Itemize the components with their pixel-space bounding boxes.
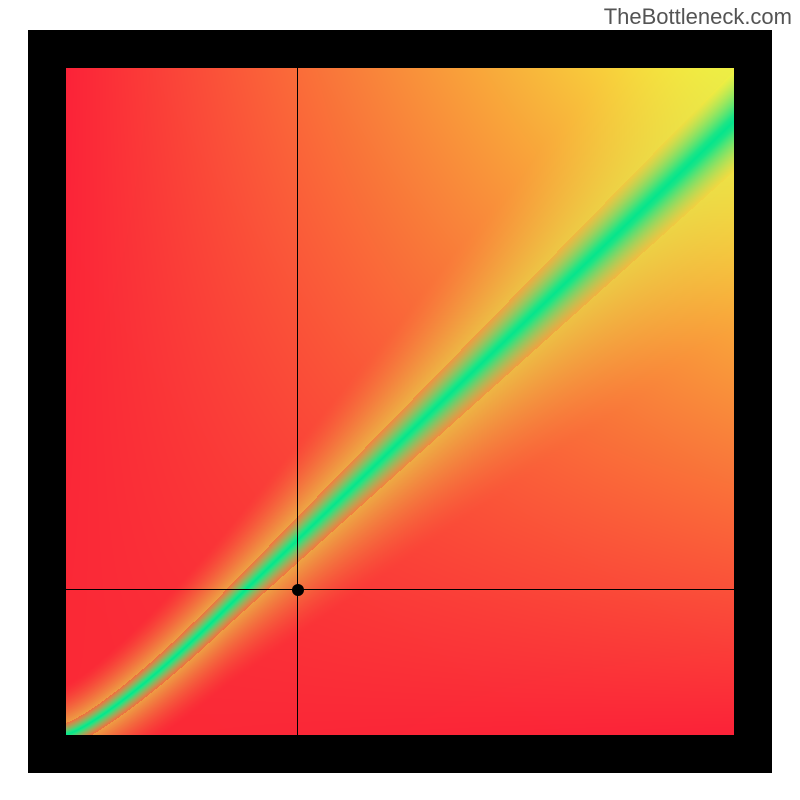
marker-point [292,584,304,596]
heatmap-canvas [66,68,734,735]
chart-container: TheBottleneck.com [0,0,800,800]
crosshair-horizontal [66,589,734,590]
watermark-text: TheBottleneck.com [604,4,792,30]
crosshair-vertical [297,68,298,735]
